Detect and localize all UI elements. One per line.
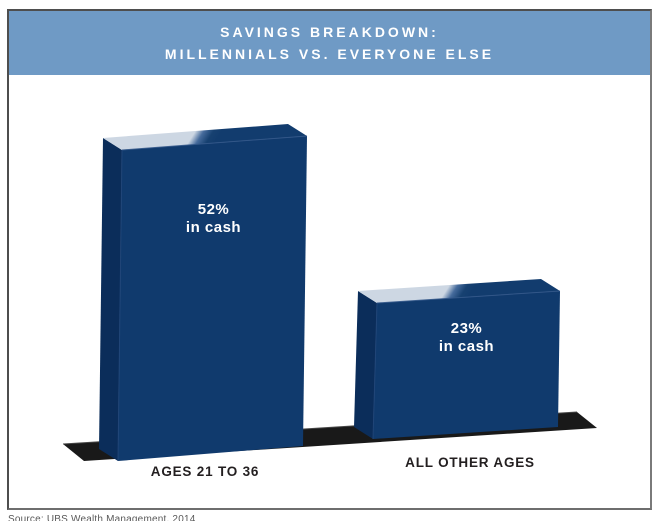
bar1-front-face <box>118 136 307 461</box>
bar1-top-face <box>103 124 307 150</box>
bar2-unit-text: in cash <box>438 338 495 355</box>
bar1-top-seam <box>121 135 308 151</box>
chart-title-band: SAVINGS BREAKDOWN: MILLENNIALS VS. EVERY… <box>9 11 650 75</box>
bar1-unit-text: in cash <box>185 219 242 236</box>
chart-title-line-1: SAVINGS BREAKDOWN: <box>220 23 439 40</box>
bar1-value-text: 52% <box>197 201 230 218</box>
bar2-value-text: 23% <box>450 320 483 337</box>
chart-title-line-2: MILLENNIALS VS. EVERYONE ELSE <box>164 45 495 62</box>
category-label-all-other-ages: ALL OTHER AGES <box>405 455 535 470</box>
bar2-top-seam <box>376 290 561 304</box>
chart-frame-border <box>7 9 652 510</box>
bar2-top-face <box>358 279 560 303</box>
bar1-data-label: 52% in cash <box>122 201 305 237</box>
bar1-side-face <box>99 138 122 461</box>
bar2-data-label: 23% in cash <box>375 320 558 356</box>
bar1-left-seam <box>117 149 123 462</box>
bar-ages-21-to-36 <box>99 124 308 462</box>
bar-all-other-ages <box>354 279 561 440</box>
bar2-left-seam <box>372 302 378 440</box>
category-label-ages-21-to-36: AGES 21 TO 36 <box>150 464 260 479</box>
bar2-front-face <box>373 291 560 439</box>
bar2-side-face <box>354 291 377 439</box>
source-attribution: Source: UBS Wealth Management, 2014 <box>8 514 196 521</box>
